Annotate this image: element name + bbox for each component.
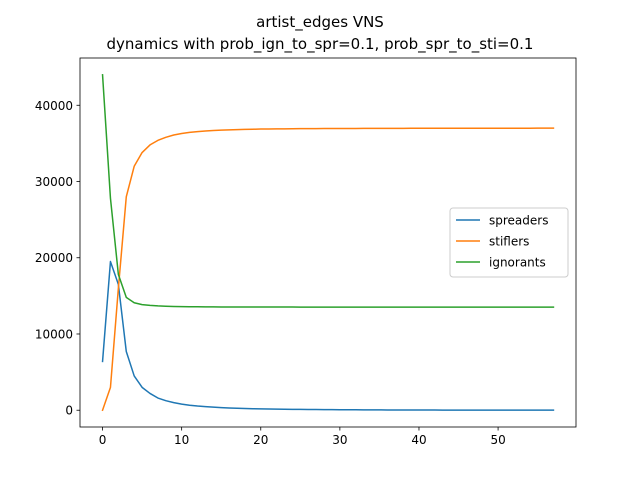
x-tick-label: 40 <box>411 433 426 447</box>
x-tick-label: 0 <box>99 433 107 447</box>
x-tick-label: 50 <box>490 433 505 447</box>
x-tick-label: 20 <box>253 433 268 447</box>
plot-area <box>79 57 577 428</box>
y-tick-label: 0 <box>65 404 73 418</box>
legend-label-spreaders: spreaders <box>489 214 548 228</box>
y-axis: 0 10000 20000 30000 40000 <box>35 99 80 418</box>
legend-label-stiflers: stiflers <box>489 235 529 249</box>
series-line-stiflers <box>101 127 555 412</box>
y-tick-label: 20000 <box>35 251 73 265</box>
series-line-spreaders <box>101 260 555 411</box>
series-line-ignorants <box>101 73 555 308</box>
x-axis: 0 10 20 30 40 50 <box>99 427 506 447</box>
legend-label-ignorants: ignorants <box>489 256 546 270</box>
y-tick-label: 30000 <box>35 175 73 189</box>
plot-frame <box>79 57 577 428</box>
legend-box <box>449 207 569 278</box>
y-tick-label: 10000 <box>35 327 73 341</box>
x-tick-label: 10 <box>174 433 189 447</box>
chart-title: artist_edges VNS <box>256 13 384 32</box>
chart-subtitle: dynamics with prob_ign_to_spr=0.1, prob_… <box>107 35 534 54</box>
y-tick-label: 40000 <box>35 99 73 113</box>
x-tick-label: 30 <box>332 433 347 447</box>
legend: spreaders stiflers ignorants <box>449 207 569 278</box>
